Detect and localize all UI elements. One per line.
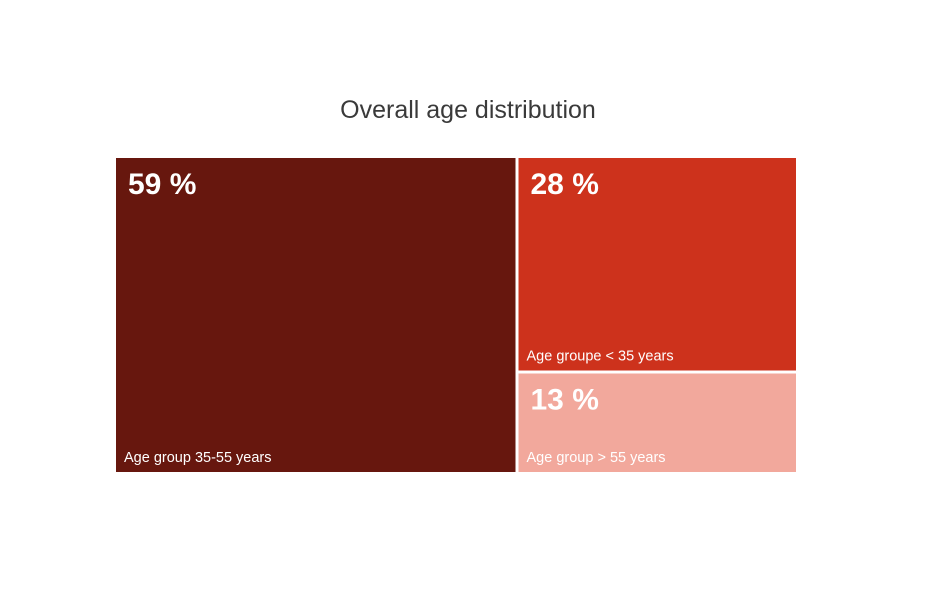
- value-label-age-group-35-55-years: 59 %: [128, 168, 196, 201]
- value-label-age-group-55-years: 13 %: [531, 384, 599, 417]
- treemap-tile-age-group-55-years: [518, 373, 796, 472]
- category-label-age-groupe-35-years: Age groupe < 35 years: [527, 349, 674, 365]
- chart-title: Overall age distribution: [340, 96, 596, 124]
- category-label-age-group-55-years: Age group > 55 years: [527, 450, 666, 466]
- category-label-age-group-35-55-years: Age group 35-55 years: [124, 450, 272, 466]
- value-label-age-groupe-35-years: 28 %: [531, 168, 599, 201]
- treemap-tile-age-group-35-55-years: [116, 158, 516, 472]
- treemap-tile-age-groupe-35-years: [518, 158, 796, 371]
